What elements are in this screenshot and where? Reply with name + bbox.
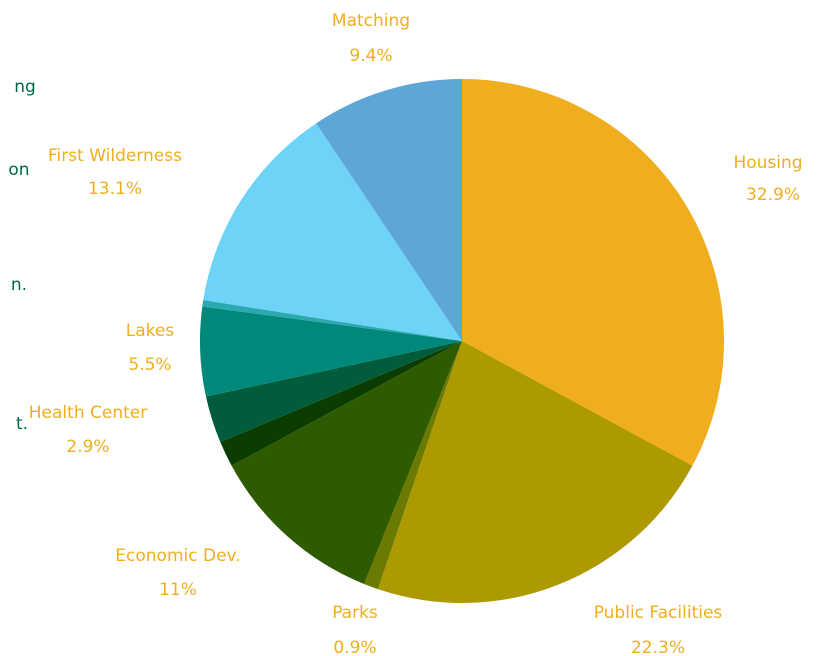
cut-off-text: t. [16,414,28,434]
slice-value-label: 0.9% [333,638,376,656]
pie-slice [202,300,462,341]
slice-value-label: 32.9% [746,185,800,205]
slice-value-label: 11% [159,580,197,600]
pie-slice [200,306,462,397]
pie-slice [205,341,462,443]
slice-label: Health Center [29,403,147,423]
slice-value-label: 2.9% [66,437,109,457]
slice-label: Parks [332,603,378,623]
pie-slice [231,341,462,584]
slice-label: Public Facilities [594,603,723,623]
pie-slice [220,341,462,466]
pie-slice [377,341,693,603]
slice-value-label: 22.3% [631,638,685,656]
slice-label: Housing [733,153,802,173]
pie-slice [462,79,725,466]
cut-off-text: on [8,160,29,180]
cut-off-text: n. [11,275,27,295]
pie-slice [364,341,462,590]
slice-value-label: 5.5% [128,355,171,375]
slice-label: Economic Dev. [115,546,240,566]
slice-label: Matching [332,11,410,31]
slice-label: First Wilderness [48,146,182,166]
pie-slice [203,123,463,341]
pie-slice [316,79,462,341]
slice-value-label: 13.1% [88,179,142,199]
slice-value-label: 9.4% [349,46,392,66]
slice-label: Lakes [126,321,175,341]
cut-off-text: ng [14,77,36,97]
